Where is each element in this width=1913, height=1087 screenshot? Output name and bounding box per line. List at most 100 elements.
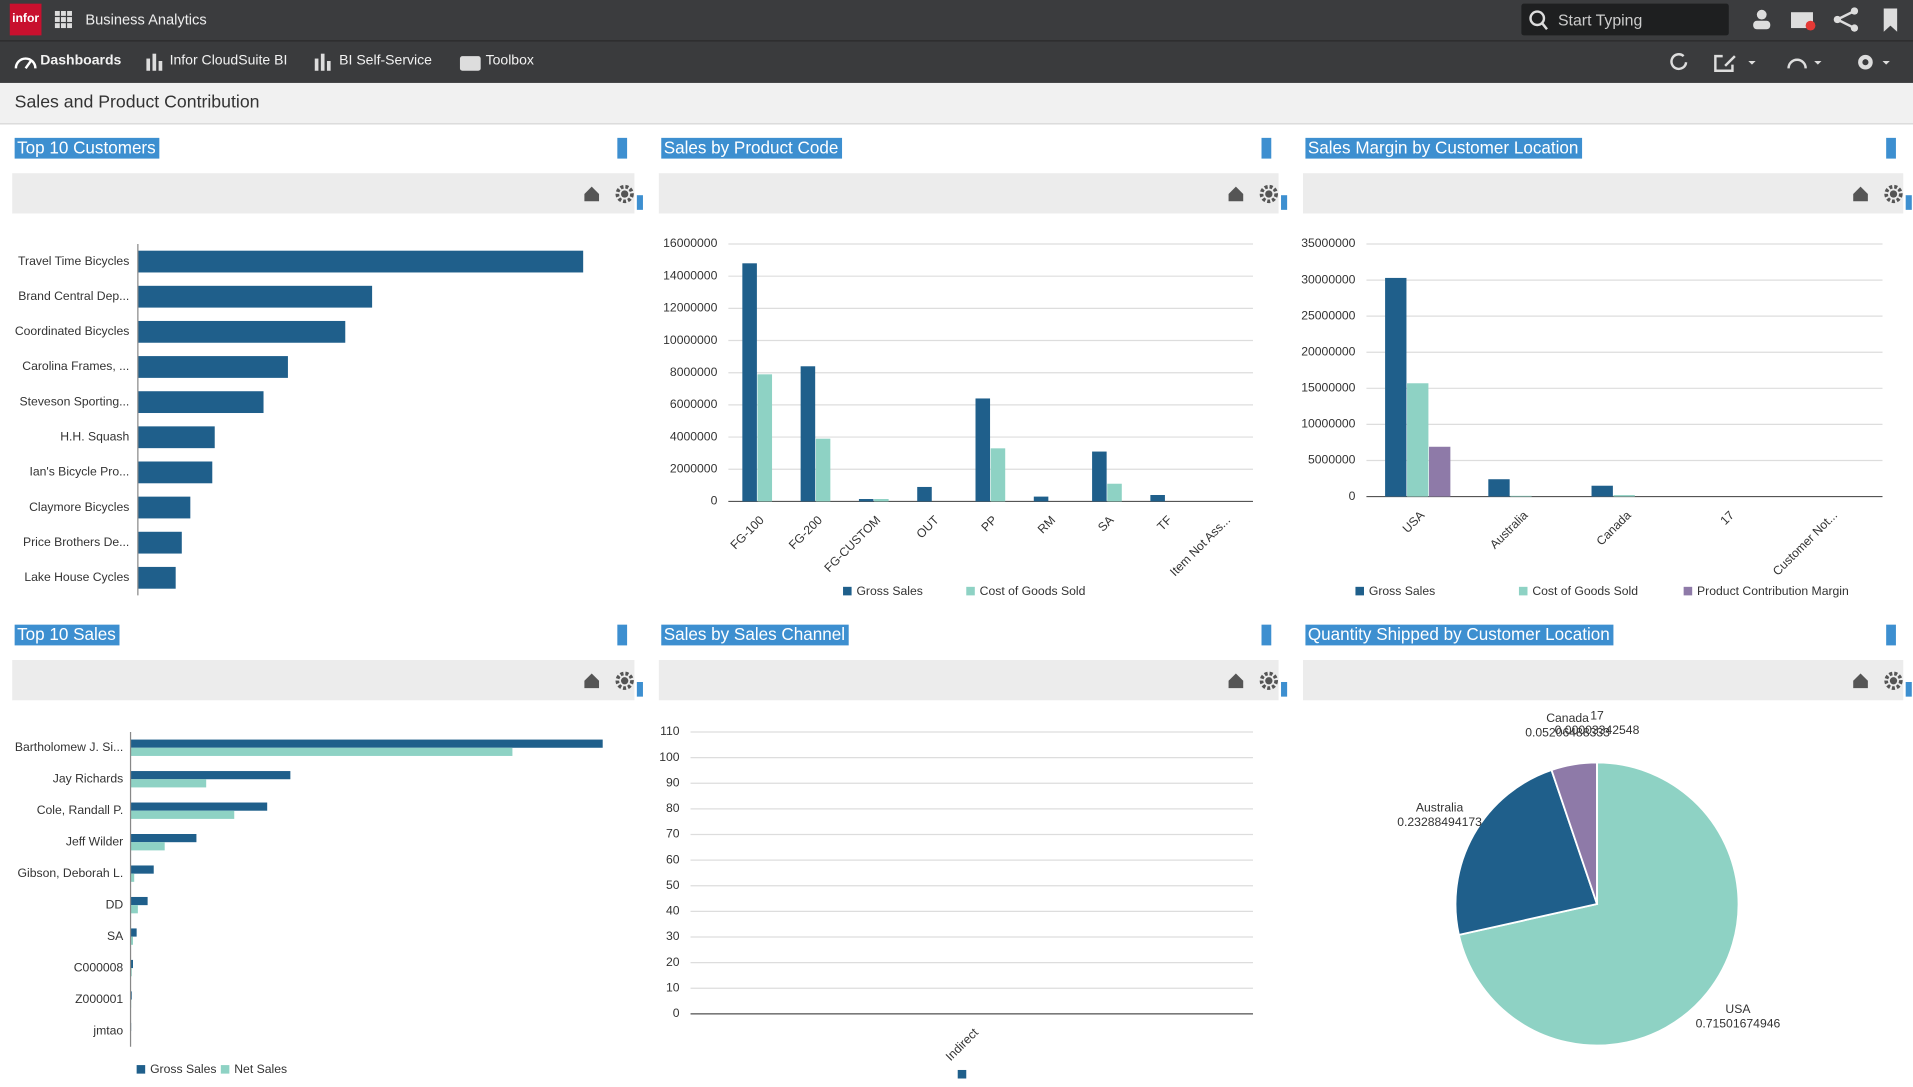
settings-button[interactable] <box>1259 671 1278 690</box>
y-tick-label: 80 <box>666 801 680 815</box>
y-tick-label: 30 <box>666 929 680 943</box>
panel-title: Sales by Product Code <box>664 138 839 157</box>
bar <box>1613 495 1635 497</box>
bar <box>917 486 932 502</box>
resize-handle <box>1281 681 1288 697</box>
panel-marker <box>1886 137 1896 159</box>
y-tick-label: 70 <box>666 827 680 841</box>
x-tick-label: Australia <box>1487 508 1531 552</box>
resize-handle <box>636 195 643 210</box>
legend-swatch <box>136 1065 146 1074</box>
category-label: Travel Time Bicycles <box>18 254 129 268</box>
toolbar-actions[interactable] <box>1659 41 1913 82</box>
nav-item[interactable]: Infor CloudSuite BI <box>169 53 288 69</box>
slice-label: Australia <box>1416 801 1464 815</box>
bar <box>130 810 235 819</box>
y-tick-label: 100 <box>659 750 680 764</box>
resize-handle <box>1905 681 1912 697</box>
bar <box>137 461 213 484</box>
logo[interactable]: infor <box>9 3 42 36</box>
settings-hub <box>1889 677 1898 685</box>
bar <box>874 499 889 502</box>
panel-title: Top 10 Sales <box>17 625 116 644</box>
bar <box>130 747 513 756</box>
home-button[interactable] <box>1228 673 1244 689</box>
bar <box>130 842 165 851</box>
resize-handle <box>1281 195 1288 210</box>
y-tick-label: 20000000 <box>1301 344 1355 358</box>
x-tick-label: Customer Not... <box>1770 508 1840 578</box>
bar <box>130 896 148 906</box>
settings-hub <box>620 190 629 198</box>
bar <box>137 566 176 589</box>
bar <box>1033 496 1049 502</box>
slice-value: 0.71501674946 <box>1696 1016 1781 1030</box>
category-label: Z000001 <box>75 992 123 1006</box>
x-tick-label: PP <box>979 513 1000 534</box>
y-tick-label: 30000000 <box>1301 272 1355 286</box>
y-tick-label: 0 <box>711 494 718 508</box>
y-tick-label: 110 <box>660 724 680 738</box>
settings-button[interactable] <box>1884 671 1903 690</box>
category-label: Cole, Randall P. <box>37 803 124 817</box>
legend-label: Cost of Goods Sold <box>1532 584 1638 598</box>
y-tick-label: 50 <box>666 878 680 892</box>
settings-button[interactable] <box>615 671 634 690</box>
nav-item[interactable]: Toolbox <box>485 53 534 69</box>
x-tick-label: FG-CUSTOM <box>821 513 883 575</box>
pie-slice <box>1457 761 1740 1047</box>
bar <box>130 936 133 945</box>
bar <box>137 391 264 414</box>
search-box[interactable]: Start Typing <box>1521 3 1729 36</box>
bar <box>130 928 137 937</box>
legend-swatch <box>220 1065 230 1074</box>
home-button[interactable] <box>1853 186 1868 202</box>
y-tick-label: 12000000 <box>663 301 717 315</box>
bar <box>137 496 191 519</box>
x-tick-label: Item Not Ass... <box>1167 513 1233 579</box>
x-tick-label: TF <box>1154 513 1174 533</box>
settings-button[interactable] <box>615 184 634 204</box>
x-tick-label: USA <box>1400 508 1428 536</box>
app-menu-icon[interactable] <box>0 0 73 40</box>
y-tick-label: 0 <box>673 1006 680 1020</box>
panel-marker <box>617 137 628 159</box>
category-label: jmtao <box>92 1023 123 1037</box>
title-highlight <box>1305 137 1583 159</box>
y-tick-label: 35000000 <box>1301 236 1355 250</box>
panel-toolbar <box>1302 660 1904 701</box>
slice-value: 0.05206488333 <box>1525 725 1610 739</box>
panel-marker <box>1261 624 1272 646</box>
bar <box>130 771 291 780</box>
y-tick-label: 2000000 <box>670 461 718 475</box>
x-tick-label: FG-200 <box>786 513 825 552</box>
home-button[interactable] <box>1228 186 1244 202</box>
category-label: Steveson Sporting... <box>20 394 130 408</box>
y-tick-label: 10000000 <box>663 333 717 347</box>
panel-toolbar <box>1302 173 1904 214</box>
category-label: SA <box>107 929 124 943</box>
x-tick-label: FG-100 <box>728 513 767 552</box>
settings-button[interactable] <box>1259 184 1278 204</box>
slice-label: Canada <box>1546 711 1589 725</box>
home-button[interactable] <box>1853 673 1868 689</box>
y-tick-label: 60 <box>666 852 680 866</box>
nav-item[interactable]: BI Self-Service <box>339 53 432 69</box>
settings-button[interactable] <box>1884 184 1903 204</box>
x-tick-label: SA <box>1095 512 1117 534</box>
nav-item[interactable]: Dashboards <box>40 53 122 69</box>
bar <box>137 426 215 449</box>
settings-hub <box>1889 190 1898 198</box>
legend-swatch <box>843 586 852 596</box>
category-label: Price Brothers De... <box>23 535 129 549</box>
panel-toolbar <box>658 173 1279 214</box>
bar <box>800 366 816 502</box>
y-tick-label: 16000000 <box>663 236 717 250</box>
bar <box>1510 495 1532 497</box>
header-actions[interactable] <box>1745 0 1913 40</box>
bar <box>1385 277 1407 497</box>
bar <box>1429 446 1451 497</box>
resize-handle <box>636 681 643 697</box>
resize-handle <box>1905 195 1912 210</box>
